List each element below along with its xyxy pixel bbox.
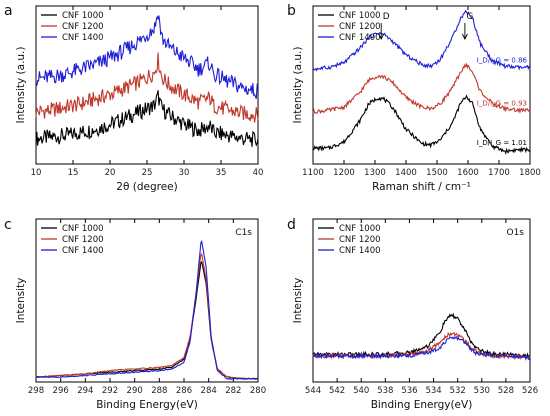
panel-b: b 1100 1200 1300 1400 1500 1600 1700 1800 Raman s…: [287, 3, 541, 193]
series-line-cnf-1200: [35, 252, 259, 380]
series-line-cnf-1000: [312, 94, 531, 155]
x-axis-label: Raman shift / cm⁻¹: [372, 181, 471, 193]
x-tick-label: 1500: [426, 168, 448, 178]
x-tick-label: 10: [31, 168, 42, 178]
x-tick-label: 1800: [519, 168, 541, 178]
panel-a: a 10 15 20 25 30 35 40 2θ (degree) Intensity (a.u…: [4, 3, 263, 193]
peak-label: C1s: [235, 228, 252, 238]
x-tick-label: 1600: [457, 168, 479, 178]
plot-frame: [35, 218, 259, 383]
x-tick-label: 282: [225, 386, 241, 396]
x-tick-label: 526: [522, 386, 538, 396]
series-line-cnf-1000: [35, 90, 259, 147]
x-tick-label: 284: [201, 386, 217, 396]
x-tick-label: 530: [474, 386, 490, 396]
x-tick-label: 280: [250, 386, 266, 396]
legend-entry: CNF 1000: [339, 11, 381, 21]
ratio-label: I_D/I_G = 0.93: [477, 99, 527, 107]
plot-frame: [312, 5, 531, 165]
legend-entry: CNF 1200: [339, 22, 381, 32]
series-line-cnf-1200: [312, 331, 531, 361]
band-label: G: [466, 12, 473, 22]
panel-letter: c: [4, 217, 12, 233]
x-tick-label: 1100: [302, 168, 324, 178]
x-tick-label: 532: [450, 386, 466, 396]
band-label: D: [383, 12, 390, 22]
x-tick-label: 1300: [364, 168, 386, 178]
series-line-cnf-1400: [312, 336, 531, 361]
legend-entry: CNF 1200: [62, 235, 104, 245]
x-tick-label: 20: [105, 168, 116, 178]
x-tick-label: 25: [142, 168, 153, 178]
x-tick-label: 528: [498, 386, 514, 396]
x-tick-label: 1200: [333, 168, 355, 178]
x-tick-label: 40: [253, 168, 264, 178]
x-tick-label: 290: [127, 386, 143, 396]
panel-letter: a: [4, 3, 13, 19]
y-axis-label: Intensity: [292, 278, 304, 324]
y-axis-label: Intensity: [15, 278, 27, 324]
x-tick-label: 540: [353, 386, 369, 396]
ratio-label: I_D/I_G = 0.86: [477, 57, 528, 65]
series-line-cnf-1400: [312, 9, 531, 72]
series-line-cnf-1400: [35, 240, 259, 380]
x-axis-label: Binding Energy(eV): [371, 399, 473, 411]
band-arrow-head: [461, 33, 468, 41]
x-tick-label: 15: [68, 168, 79, 178]
panel-c: c 298 296 294 292 290 288 286 284 282 280 Binding E…: [4, 217, 266, 411]
y-axis-label: Intensity (a.u.): [292, 47, 304, 124]
x-tick-label: 536: [401, 386, 417, 396]
x-tick-label: 30: [179, 168, 190, 178]
x-axis-label: 2θ (degree): [116, 181, 177, 193]
y-axis-label: Intensity (a.u.): [15, 47, 27, 124]
legend-entry: CNF 1200: [339, 235, 381, 245]
series-line-cnf-1000: [35, 260, 259, 380]
x-tick-label: 294: [77, 386, 93, 396]
series-line-cnf-1200: [312, 62, 531, 115]
x-tick-label: 298: [28, 386, 44, 396]
legend-entry: CNF 1400: [339, 246, 381, 256]
legend-entry: CNF 1400: [62, 246, 104, 256]
legend-entry: CNF 1000: [339, 224, 381, 234]
legend-entry: CNF 1400: [62, 33, 104, 43]
panel-letter: d: [287, 217, 296, 233]
plot-frame: [312, 218, 531, 383]
panel-d: d 544 542 540 538 536 534 532 530 528 526 Binding E…: [287, 217, 538, 411]
legend-entry: CNF 1200: [62, 22, 104, 32]
x-tick-label: 1700: [488, 168, 510, 178]
legend-entry: CNF 1000: [62, 11, 104, 21]
x-tick-label: 288: [151, 386, 167, 396]
x-tick-label: 35: [216, 168, 227, 178]
series-line-cnf-1400: [35, 15, 259, 99]
x-tick-label: 296: [53, 386, 69, 396]
x-tick-label: 538: [377, 386, 393, 396]
x-tick-label: 286: [176, 386, 192, 396]
x-tick-label: 1400: [395, 168, 417, 178]
ratio-label: I_D/I_G = 1.01: [477, 139, 527, 147]
x-tick-label: 544: [305, 386, 321, 396]
series-line-cnf-1200: [35, 52, 259, 123]
x-tick-label: 292: [102, 386, 118, 396]
legend-entry: CNF 1000: [62, 224, 104, 234]
peak-label: O1s: [507, 228, 525, 238]
x-tick-label: 534: [425, 386, 441, 396]
panel-letter: b: [287, 3, 296, 19]
legend-entry: CNF 1400: [339, 33, 381, 43]
x-axis-label: Binding Energy(eV): [96, 399, 198, 411]
x-tick-label: 542: [329, 386, 345, 396]
band-arrow-head: [378, 33, 385, 41]
